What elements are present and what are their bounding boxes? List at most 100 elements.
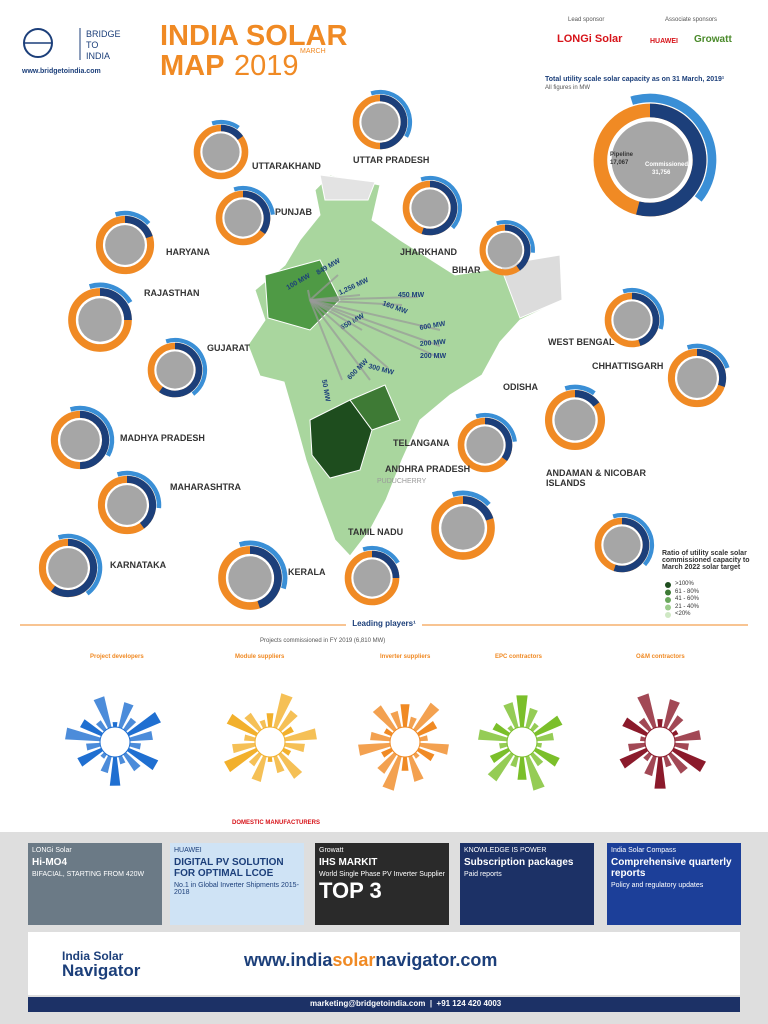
flow-arrow [309,299,441,331]
donut-center [361,103,399,141]
flow-arrow [309,299,363,331]
donut-outer [114,210,151,226]
flow-arrow [309,299,441,359]
sunburst-hub [644,726,676,758]
donut-center [487,232,523,268]
donut-outer [496,220,535,253]
flow-arrow [309,299,343,381]
legend-swatch [665,582,671,588]
ad-brand: LONGi Solar [32,847,72,854]
ad-text: BIFACIAL, STARTING FROM 420W [32,871,145,878]
donut-center [411,189,449,227]
donut-arc [249,546,282,609]
flow-arrow [309,274,339,301]
donut-center [48,548,88,588]
state-label: ODISHA [503,382,539,392]
donut-arc [124,215,153,239]
logo-text: BRIDGE [86,29,121,39]
panel-title: Inverter suppliers [380,654,431,660]
url-part: solar [332,950,376,970]
ad-headline: DIGITAL PV SOLUTION FOR OPTIMAL LCOE [174,857,284,879]
donut-center [441,506,485,550]
donut-center [105,225,145,265]
associate-sponsor: HUAWEI [650,38,678,45]
region [349,384,401,431]
lead-label: Lead sponsor [568,17,605,23]
state-label: UTTARAKHAND [252,161,321,171]
flow-label: 50 MW [320,379,331,402]
commissioned-label: Commissioned [645,162,689,168]
state-label: CHHATTISGARH [592,361,664,371]
legend-swatch [665,589,671,596]
donut-center [156,351,194,389]
donut-arc [79,410,110,470]
donut-outer [622,287,665,330]
flow-label: 450 MW [398,292,424,299]
ad-headline: Hi-MO4 [32,857,67,868]
donut-arc [159,342,203,398]
legend-label: <20% [675,611,691,617]
sunburst-spoke [654,742,666,789]
summary-title: Total utility scale solar capacity as on… [545,76,725,83]
sunburst-hub [254,726,286,758]
footer-bar [28,997,740,1012]
players-note: DOMESTIC MANUFACTURERS [232,820,320,826]
legend-label: 41 - 60% [675,596,700,602]
website: www.bridgetoindia.com [22,68,101,75]
commissioned-value: 31,756 [652,170,671,176]
footer-contact: marketing@bridgetoindia.com | +91 124 42… [310,999,502,1008]
flow-arrow [309,296,419,301]
donut-center [224,199,262,237]
donut-outer [211,119,240,130]
title-month: MARCH [300,48,326,55]
state-label: MADHYA PRADESH [120,433,205,443]
logo-text: TO [86,40,99,50]
donut-center [78,298,122,342]
ad-big: TOP 3 [319,878,382,903]
donut-outer [57,533,103,596]
state-label: RAJASTHAN [144,288,200,298]
sunburst-spoke [109,742,121,786]
ad-banner: KNOWLEDGE IS POWER Subscription packages P… [460,843,594,925]
ad-headline: IHS MARKIT [319,857,378,868]
donut-arc [504,224,531,271]
panel-title: O&M contractors [636,654,685,660]
state-label: KERALA [288,567,326,577]
donut-center [466,426,504,464]
donut-outer [69,405,115,457]
donut-center [554,399,596,441]
ad-brand: HUAWEI [174,847,202,854]
state-label: GUJARAT [207,343,250,353]
panel-title: Project developers [90,654,144,660]
ad-banner: HUAWEI DIGITAL PV SOLUTION FOR OPTIMAL LC… [170,843,304,925]
donut-outer [451,490,491,507]
state-label: PUNJAB [275,207,313,217]
legend-swatch [665,597,671,603]
donut-arc [484,417,513,462]
players-subtitle: Projects commissioned in FY 2019 (6,810 … [260,638,386,644]
flow-arrow [309,299,441,347]
donut-arc [421,180,458,236]
url-part: www.india [244,950,333,970]
state-label: BIHAR [452,265,481,275]
state-label: ANDHRA PRADESH [385,464,471,474]
logo-text: INDIA [86,51,111,61]
donut-arc [379,94,408,150]
state-label: ANDAMAN & NICOBAR ISLANDS [546,468,646,488]
ad-banner: Growatt IHS MARKIT World Single Phase PV I… [315,843,449,925]
donut-center [353,559,391,597]
associate-sponsor: Growatt [694,34,732,45]
donut-outer [233,185,275,215]
donut-outer [564,384,596,396]
navigator-url: www.indiasolarnavigator.com [244,950,497,971]
donut-outer [165,337,208,396]
state-label: KARNATAKA [110,560,167,570]
place-label: PUDUCHERRY [377,478,427,485]
url-part: navigator.com [375,950,498,970]
donut-arc [126,475,157,529]
footer-phone: +91 124 420 4003 [436,999,502,1008]
donut-center [603,526,641,564]
flow-arrow [309,299,371,381]
donut-arc [242,190,271,235]
